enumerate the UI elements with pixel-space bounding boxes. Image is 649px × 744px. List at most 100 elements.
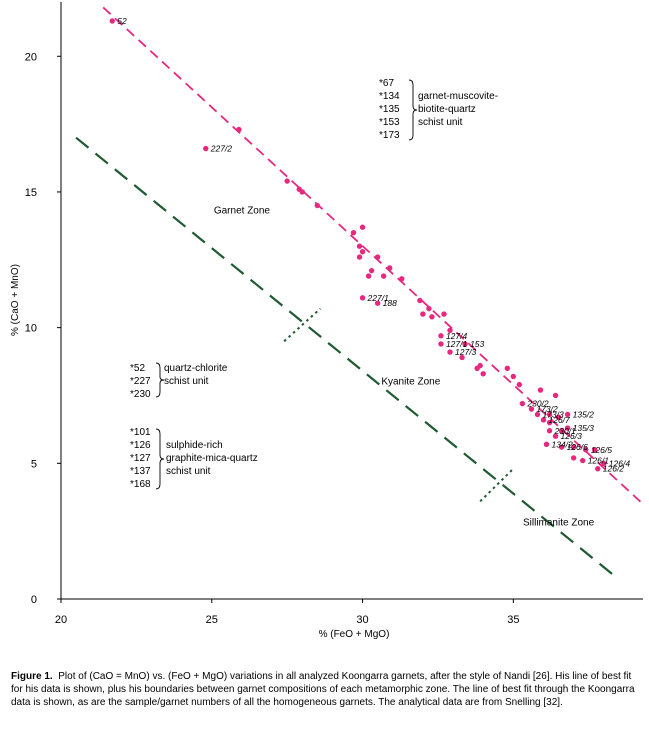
sample-number: *126 bbox=[130, 440, 151, 451]
x-tick-label: 20 bbox=[55, 614, 67, 626]
group-description: schist unit bbox=[166, 466, 211, 477]
data-point bbox=[447, 327, 453, 334]
group-description: quartz-chlorite bbox=[164, 363, 228, 374]
x-axis-title: % (FeO + MgO) bbox=[319, 629, 390, 640]
data-point bbox=[350, 229, 357, 236]
brace bbox=[155, 428, 165, 490]
data-point bbox=[528, 406, 535, 412]
point-label: 126/5 bbox=[591, 445, 613, 455]
data-point bbox=[595, 466, 601, 472]
data-point bbox=[462, 341, 468, 347]
point-label: 126/2 bbox=[603, 464, 625, 474]
data-point bbox=[386, 265, 393, 271]
data-point bbox=[314, 202, 321, 209]
data-point bbox=[459, 354, 465, 361]
zone-label: Sillimanite Zone bbox=[523, 518, 595, 529]
zone-label: Garnet Zone bbox=[214, 206, 271, 217]
point-label: 126/7 bbox=[548, 415, 570, 425]
data-point bbox=[359, 248, 366, 255]
group-description: garnet-muscovite- bbox=[418, 91, 498, 102]
point-label: 126/3 bbox=[561, 431, 583, 441]
brace bbox=[155, 362, 165, 398]
data-point bbox=[359, 295, 366, 301]
data-point bbox=[558, 428, 565, 434]
group-description: biotite-quartz bbox=[418, 104, 476, 115]
group-description: sulphide-rich bbox=[166, 440, 223, 451]
data-point bbox=[365, 273, 372, 279]
data-point bbox=[579, 457, 586, 464]
data-point bbox=[441, 311, 447, 317]
ticks: 20 25 30 35 0 5 10 15 20 bbox=[25, 51, 520, 626]
point-label: 127/1 bbox=[446, 339, 468, 349]
sample-number: *230 bbox=[130, 389, 151, 400]
data-point bbox=[540, 417, 547, 423]
data-point bbox=[537, 387, 544, 393]
data-point bbox=[564, 425, 571, 431]
sample-number: *101 bbox=[130, 427, 151, 438]
zone-labels: Garnet Zone Kyanite Zone Sillimanite Zone bbox=[214, 206, 595, 529]
data-point bbox=[447, 349, 453, 355]
lines bbox=[75, 6, 644, 576]
data-point bbox=[356, 254, 363, 260]
data-point bbox=[504, 365, 511, 372]
data-point bbox=[480, 371, 486, 377]
point-label: 153 bbox=[470, 339, 484, 349]
point-label: 230/1 bbox=[554, 426, 577, 436]
data-point bbox=[203, 145, 209, 152]
data-point bbox=[356, 243, 363, 249]
point-label: 188 bbox=[383, 298, 397, 308]
koongarra-fit-line bbox=[102, 6, 644, 505]
point-label: 127/4 bbox=[446, 331, 468, 341]
data-point bbox=[552, 392, 559, 399]
zone-label: Kyanite Zone bbox=[381, 377, 440, 388]
group-sulphide-rich: *101 *126 *127 *137 *168 sulphide-rich g… bbox=[130, 427, 258, 490]
group-garnet-muscovite: *67 *134 *135 *153 *173 garnet-muscovite… bbox=[379, 78, 498, 141]
data-point bbox=[477, 362, 483, 369]
group-description: schist unit bbox=[164, 376, 209, 387]
sample-number: *134 bbox=[379, 91, 400, 102]
sample-number: *52 bbox=[130, 363, 145, 374]
data-point bbox=[601, 460, 607, 467]
data-point bbox=[284, 178, 290, 184]
sample-number: *227 bbox=[130, 376, 151, 387]
data-point bbox=[299, 189, 305, 195]
data-point bbox=[380, 273, 387, 279]
x-tick-label: 30 bbox=[356, 614, 368, 626]
point-label: 126/1 bbox=[588, 456, 610, 466]
data-point bbox=[359, 224, 366, 230]
data-point bbox=[564, 411, 571, 418]
y-tick-label: 5 bbox=[31, 458, 37, 470]
zone-boundary-line bbox=[283, 307, 322, 342]
data-point bbox=[543, 441, 550, 448]
point-label: 227/2 bbox=[210, 144, 233, 154]
y-tick-label: 10 bbox=[25, 323, 37, 335]
data-point bbox=[516, 381, 523, 388]
data-point bbox=[570, 444, 577, 450]
sample-number: *135 bbox=[379, 104, 400, 115]
data-point bbox=[555, 414, 562, 420]
point-label: 230/2 bbox=[526, 399, 549, 409]
data-point bbox=[438, 333, 444, 339]
y-tick-label: 20 bbox=[25, 51, 37, 63]
nandi-fit-line bbox=[75, 136, 614, 576]
data-point bbox=[546, 419, 553, 426]
points bbox=[109, 18, 607, 472]
point-label: 227/1 bbox=[367, 293, 390, 303]
point-label: 52 bbox=[117, 16, 127, 26]
data-point bbox=[438, 341, 444, 347]
point-label: 126/4 bbox=[609, 458, 631, 468]
x-tick-label: 35 bbox=[507, 614, 519, 626]
sample-number: *127 bbox=[130, 453, 151, 464]
sample-number: *168 bbox=[130, 479, 151, 490]
data-point bbox=[429, 314, 435, 320]
y-axis-title: % (CaO + MnO) bbox=[10, 264, 21, 336]
x-tick-label: 25 bbox=[206, 614, 218, 626]
caption-label: Figure 1. bbox=[11, 671, 53, 682]
point-label: 135/2 bbox=[573, 409, 595, 419]
data-point bbox=[558, 444, 565, 450]
data-point bbox=[374, 300, 381, 306]
sample-number: *137 bbox=[130, 466, 151, 477]
group-quartz-chlorite: *52 *227 *230 quartz-chlorite schist uni… bbox=[130, 362, 228, 400]
zone-boundary-line bbox=[479, 468, 515, 503]
data-point bbox=[420, 311, 426, 317]
